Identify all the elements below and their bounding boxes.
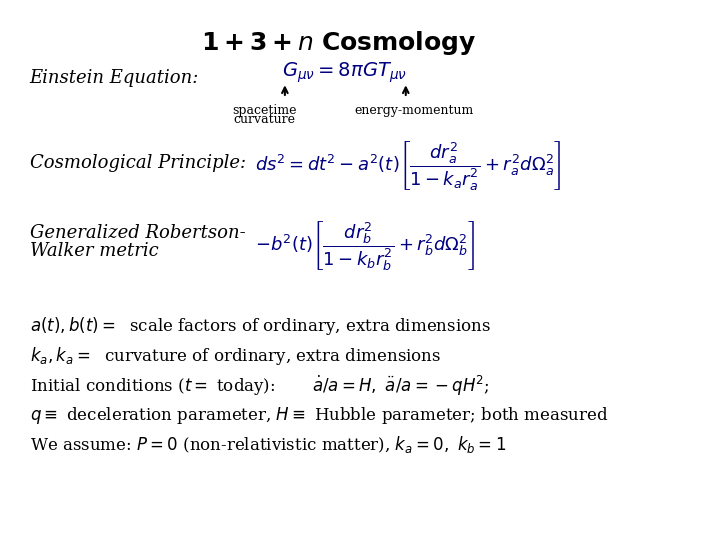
- Text: $a(t), b(t) = \ $ scale factors of ordinary, extra dimensions: $a(t), b(t) = \ $ scale factors of ordin…: [30, 315, 490, 337]
- Text: We assume: $P = 0$ (non-relativistic matter), $k_a = 0,\ k_b = 1$: We assume: $P = 0$ (non-relativistic mat…: [30, 434, 505, 455]
- Text: Cosmological Principle:: Cosmological Principle:: [30, 154, 246, 172]
- Text: Initial conditions ($t =$ today):       $\dot{a}/a = H,\ \ddot{a}/a = -qH^2$;: Initial conditions ($t =$ today): $\dot{…: [30, 374, 490, 398]
- Text: energy-momentum: energy-momentum: [354, 104, 474, 117]
- Text: $-b^2(t)\left[\dfrac{dr_b^2}{1-k_b r_b^2} + r_b^2 d\Omega_b^2\right]$: $-b^2(t)\left[\dfrac{dr_b^2}{1-k_b r_b^2…: [255, 219, 474, 273]
- Text: $ds^2 = dt^2 - a^2(t)\left[\dfrac{dr_a^2}{1-k_a r_a^2} + r_a^2 d\Omega_a^2\right: $ds^2 = dt^2 - a^2(t)\left[\dfrac{dr_a^2…: [255, 139, 561, 192]
- Text: Einstein Equation:: Einstein Equation:: [30, 69, 199, 86]
- Text: $q \equiv$ deceleration parameter, $H \equiv$ Hubble parameter; both measured: $q \equiv$ deceleration parameter, $H \e…: [30, 405, 608, 426]
- Text: Generalized Robertson-: Generalized Robertson-: [30, 224, 246, 241]
- Text: $G_{\mu\nu} = 8\pi G T_{\mu\nu}$: $G_{\mu\nu} = 8\pi G T_{\mu\nu}$: [282, 60, 407, 84]
- Text: curvature: curvature: [234, 113, 296, 126]
- Text: $k_a, k_a = \ $ curvature of ordinary, extra dimensions: $k_a, k_a = \ $ curvature of ordinary, e…: [30, 345, 441, 367]
- Text: $\mathbf{1+3+}n\mathbf{\ Cosmology}$: $\mathbf{1+3+}n\mathbf{\ Cosmology}$: [201, 30, 476, 57]
- Text: Walker metric: Walker metric: [30, 242, 158, 260]
- Text: spacetime: spacetime: [233, 104, 297, 117]
